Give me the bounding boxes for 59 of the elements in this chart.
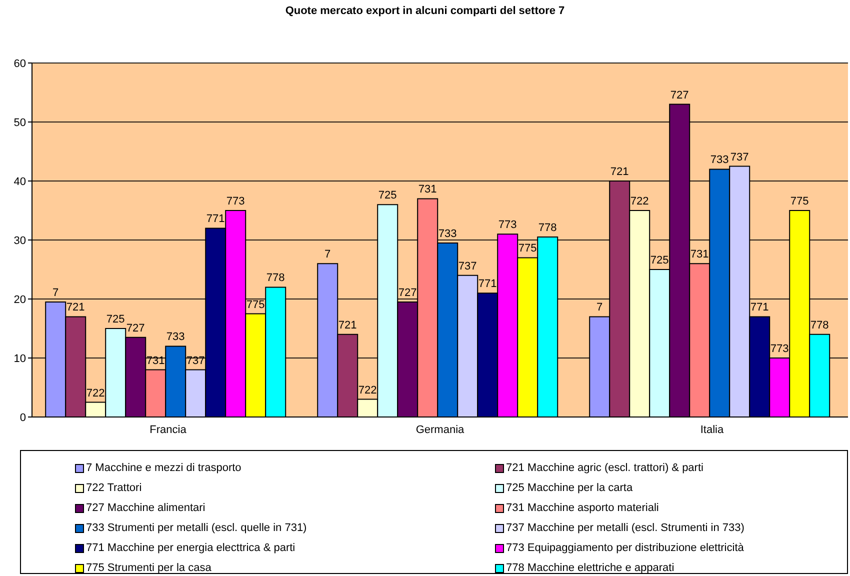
annotation: 733 (710, 154, 729, 166)
annotation: 721 (610, 166, 629, 178)
x-tick-label: Francia (150, 424, 188, 436)
legend-label: 722 Trattori (86, 482, 142, 494)
annotation: 737 (730, 151, 749, 164)
legend-label: 737 Macchine per metalli (escl. Strumenti in 733) (506, 522, 744, 534)
annotation: 771 (206, 213, 225, 226)
legend-label: 731 Macchine asporto materiali (506, 502, 659, 514)
y-tick-label: 60 (14, 58, 26, 70)
legend-label: 775 Strumenti per la casa (86, 562, 212, 574)
annotation: 778 (538, 222, 557, 234)
annotation: 733 (166, 331, 185, 344)
chart-title: Quote mercato export in alcuni comparti del settore 7 (284, 5, 566, 17)
legend-label: 725 Macchine per la carta (506, 482, 633, 494)
annotation: 773 (498, 219, 517, 232)
legend-label: 773 Equipaggiamento per distribuzione elettricità (506, 542, 744, 554)
annotation: 721 (338, 319, 357, 332)
annotation: 721 (66, 302, 85, 314)
y-tick-label: 20 (14, 294, 26, 306)
annotation: 773 (770, 343, 789, 355)
annotation: 722 (630, 196, 649, 208)
annotation: 731 (418, 184, 437, 196)
annotation: 7 (596, 302, 603, 314)
annotation: 722 (358, 384, 377, 396)
legend-label: 771 Macchine per energia electtrica & parti (86, 542, 296, 554)
annotation: 771 (478, 278, 497, 290)
annotation: 775 (518, 242, 537, 255)
x-tick-label: Germania (416, 424, 466, 436)
annotation: 7 (324, 248, 331, 261)
legend-label: 733 Strumenti per metalli (escl. quelle in 731) (86, 522, 307, 534)
annotation: 725 (378, 190, 397, 202)
annotation: 722 (86, 387, 105, 400)
annotation: 725 (106, 314, 125, 326)
annotation: 773 (226, 196, 245, 208)
annotation: 733 (438, 228, 457, 240)
annotation: 731 (146, 354, 165, 367)
annotation: 775 (246, 298, 265, 311)
y-tick-label: 50 (14, 116, 26, 129)
y-tick-label: 10 (14, 352, 26, 365)
annotation: 727 (398, 286, 417, 299)
legend-label: 721 Macchine agric (escl. trattori) & parti (506, 462, 704, 474)
y-tick-label: 30 (14, 234, 26, 247)
annotation: 7 (52, 286, 59, 299)
y-tick-label: 40 (14, 176, 26, 188)
legend-label: 778 Macchine elettriche e apparati (506, 562, 674, 574)
annotation: 737 (458, 260, 477, 272)
annotation: 737 (186, 354, 205, 367)
x-tick-label: Italia (700, 424, 724, 436)
y-tick-label: 0 (20, 412, 26, 424)
annotation: 727 (126, 322, 145, 334)
annotation: 727 (670, 89, 689, 102)
annotation: 778 (810, 319, 829, 332)
legend-label: 7 Macchine e mezzi di trasporto (86, 462, 242, 474)
annotation: 775 (790, 196, 809, 208)
annotation: 778 (266, 272, 285, 284)
annotation: 725 (650, 254, 669, 266)
annotation: 771 (750, 302, 769, 314)
legend-label: 727 Macchine alimentari (86, 502, 206, 514)
annotation: 731 (690, 248, 709, 261)
